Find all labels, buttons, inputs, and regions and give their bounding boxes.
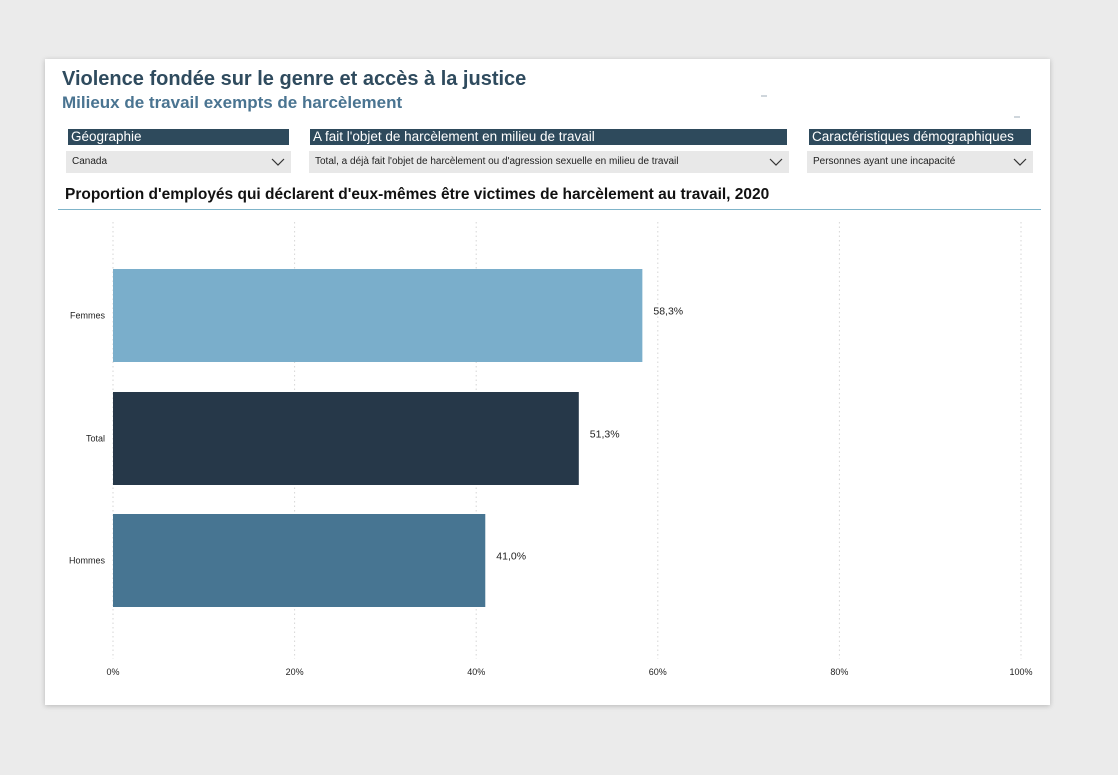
x-tick-label: 0%	[106, 667, 119, 677]
category-label: Total	[86, 434, 105, 444]
chart-title: Proportion d'employés qui déclarent d'eu…	[65, 186, 770, 203]
chevron-down-icon	[1013, 158, 1027, 166]
decorative-speck	[761, 95, 767, 97]
bar-total	[113, 392, 579, 485]
x-tick-label: 20%	[286, 667, 304, 677]
x-tick-label: 80%	[830, 667, 848, 677]
bar-chart: 0% 20% 40% 60% 80% 100% Femmes 58,3% Total 51,3% H…	[69, 222, 1033, 677]
category-label: Femmes	[70, 311, 106, 321]
chevron-down-icon	[271, 158, 285, 166]
data-label: 58,3%	[653, 306, 683, 318]
x-tick-label: 100%	[1009, 667, 1032, 677]
data-label: 41,0%	[496, 551, 526, 563]
slicer-demographie-dropdown[interactable]: Personnes ayant une incapacité	[807, 151, 1033, 173]
x-tick-label: 60%	[649, 667, 667, 677]
slicer-geographie-value: Canada	[72, 156, 108, 167]
page-subtitle: Milieux de travail exempts de harcèlemen…	[62, 93, 403, 112]
slicer-geographie-label: Géographie	[68, 129, 289, 145]
chart-divider	[58, 209, 1041, 210]
decorative-speck	[1014, 116, 1020, 118]
slicer-demographie-value: Personnes ayant une incapacité	[813, 156, 956, 167]
bar-femmes	[113, 269, 643, 362]
slicer-geographie-dropdown[interactable]: Canada	[66, 151, 291, 173]
slicer-harcelement-label: A fait l'objet de harcèlement en milieu …	[310, 129, 787, 145]
slicer-harcelement-value: Total, a déjà fait l'objet de harcèlemen…	[315, 156, 679, 167]
slicer-demographie-label: Caractéristiques démographiques	[809, 129, 1031, 145]
slicer-harcelement-dropdown[interactable]: Total, a déjà fait l'objet de harcèlemen…	[309, 151, 789, 173]
category-label: Hommes	[69, 556, 106, 566]
page-title: Violence fondée sur le genre et accès à …	[62, 68, 527, 90]
bar-hommes	[113, 514, 486, 607]
report-card: Violence fondée sur le genre et accès à …	[45, 59, 1050, 705]
x-tick-label: 40%	[467, 667, 485, 677]
data-label: 51,3%	[590, 429, 620, 441]
chevron-down-icon	[769, 158, 783, 166]
